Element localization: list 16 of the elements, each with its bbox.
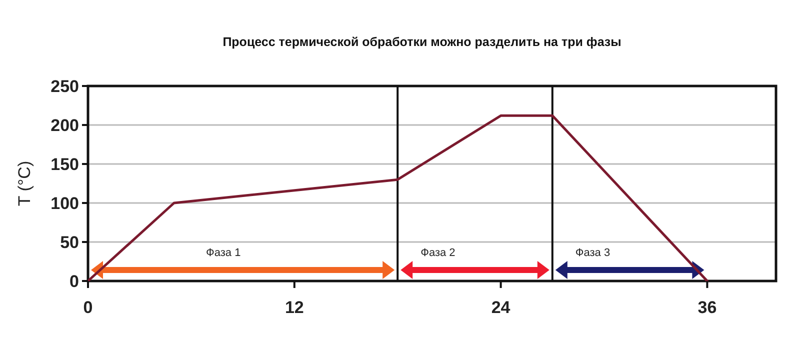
y-tick-label: 100 (50, 194, 79, 213)
x-tick-label: 24 (491, 298, 511, 317)
y-tick-label: 0 (70, 272, 79, 291)
chart-title: Процесс термической обработки можно разделить на три фазы (222, 35, 622, 49)
y-tick-label: 150 (50, 154, 79, 174)
y-tick-label: 50 (60, 232, 79, 252)
annotation: Фаза 2 (420, 247, 456, 259)
annotation: Фаза 3 (575, 247, 610, 259)
x-tick-label: 0 (83, 298, 93, 317)
y-tick-label: 250 (50, 76, 79, 96)
x-tick-label: 36 (698, 298, 717, 317)
line-series (86, 114, 708, 282)
x-tick-label: 12 (284, 298, 304, 317)
annotation: Фаза 1 (206, 247, 241, 259)
y-axis-title: T (°C) (15, 160, 34, 206)
y-tick-label: 200 (50, 116, 79, 135)
